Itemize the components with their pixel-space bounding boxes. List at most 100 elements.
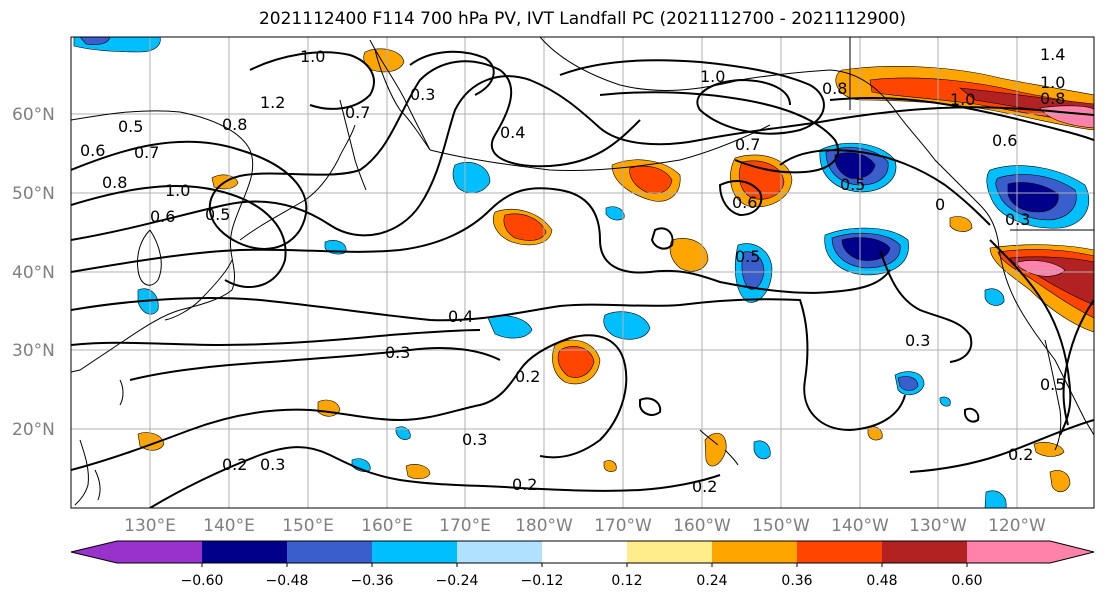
contour-label: 1.0 — [700, 67, 725, 86]
lon-label: 160°E — [361, 516, 413, 536]
pv-blob-neg — [841, 237, 891, 261]
pv-blob-neg — [753, 440, 771, 460]
contour-label: 0.8 — [1040, 89, 1065, 108]
colorbar-tick: −0.24 — [436, 573, 479, 589]
pv-blob-neg — [605, 206, 625, 221]
contour-label: 0.2 — [515, 367, 540, 386]
pv-blob-pos — [867, 426, 883, 441]
coastlines — [71, 37, 1094, 506]
colorbar-tick: −0.36 — [351, 573, 394, 589]
contour-label: 0.5 — [118, 117, 143, 136]
map-frame — [70, 36, 1095, 509]
contour-label: 0.6 — [732, 193, 757, 212]
contour-line — [559, 59, 825, 135]
pv-blob-pos — [629, 165, 673, 194]
pv-blob-neg — [897, 376, 919, 391]
lat-label: 40°N — [12, 263, 55, 283]
pv-blob-pos — [557, 346, 595, 378]
contour-line — [599, 91, 840, 174]
pv-blob-neg — [395, 426, 411, 440]
colorbar-tick: −0.12 — [521, 573, 564, 589]
coastline-aleutians — [429, 124, 771, 172]
pv-blob-pos — [949, 216, 973, 232]
lon-label: 130°E — [124, 516, 176, 536]
colorbar-cell — [457, 541, 542, 563]
contour-label: 1.0 — [950, 90, 975, 109]
pv-blob-pos — [1049, 470, 1071, 493]
contour-line — [1062, 299, 1094, 426]
pv-blob-neg — [939, 396, 951, 407]
colorbar-outline — [70, 540, 1095, 564]
contour-label: 0.2 — [222, 455, 247, 474]
contour-line — [718, 179, 763, 217]
contour-label: 0.6 — [80, 141, 105, 160]
lon-label: 150°E — [282, 516, 334, 536]
colorbar-tick: 0.60 — [951, 573, 982, 589]
coastline-sakhalin — [339, 99, 367, 191]
contour-line — [71, 60, 641, 250]
contour-line — [149, 446, 721, 508]
coastline-philippines — [74, 439, 101, 506]
colorbar-cell — [712, 541, 797, 563]
coastline-north-america — [997, 239, 1094, 436]
colorbar-cell — [967, 541, 1094, 563]
pv-blob-pos — [704, 432, 727, 467]
lon-label: 180°W — [515, 516, 573, 536]
contour-line — [989, 239, 1072, 436]
contour-line — [71, 329, 481, 347]
contour-line — [909, 419, 1094, 473]
contour-line — [71, 185, 287, 289]
lon-label: 150°W — [752, 516, 810, 536]
colorbar-cell — [372, 541, 457, 563]
colorbar-cell — [287, 541, 372, 563]
contour-line — [650, 227, 674, 250]
contour-line — [249, 51, 375, 110]
pv-blob-neg — [603, 311, 651, 340]
contour-label: 1.2 — [260, 93, 285, 112]
pv-blob-neg — [1007, 182, 1059, 213]
graticule — [71, 37, 1094, 508]
contour-label: 1.0 — [300, 47, 325, 66]
pv-blob-pos — [669, 238, 709, 272]
contour-label: 0.6 — [150, 207, 175, 226]
contour-line — [779, 149, 991, 226]
contour-label: 1.0 — [1040, 73, 1065, 92]
contour-label: 0.5 — [205, 205, 230, 224]
contour-label: 0.7 — [134, 143, 159, 162]
contour-line — [71, 334, 628, 471]
pv-blob-neg — [984, 288, 1005, 306]
contour-label: 0.8 — [822, 79, 847, 98]
lon-label: 140°E — [203, 516, 255, 536]
coastline-asia — [71, 110, 254, 373]
lat-label: 50°N — [12, 184, 55, 204]
contour-label: 1.4 — [1040, 45, 1065, 64]
coastline-hawaii — [699, 429, 739, 466]
contour-label: 1.0 — [165, 181, 190, 200]
lat-label: 60°N — [12, 105, 55, 125]
contour-label: 0.5 — [735, 247, 760, 266]
coastline-alaska — [539, 37, 999, 241]
colorbar-cell — [542, 541, 627, 563]
colorbar-tick: −0.48 — [266, 573, 309, 589]
colorbar-cell — [627, 541, 712, 563]
contour-labels: 1.0 1.2 0.8 0.5 0.6 0.7 0.8 1.0 0.6 0.5 … — [80, 45, 1065, 496]
map-panel: 1.0 1.2 0.8 0.5 0.6 0.7 0.8 1.0 0.6 0.5 … — [71, 37, 1094, 508]
pv-blob-pos — [603, 460, 617, 472]
colorbar-cell — [71, 541, 202, 563]
latitude-labels: 60°N 50°N 40°N 30°N 20°N — [12, 105, 55, 440]
coastline-korea — [137, 229, 162, 286]
contour-label: 0.2 — [1008, 445, 1033, 464]
contour-label: 0.3 — [385, 343, 410, 362]
lon-label: 170°E — [439, 516, 491, 536]
lon-label: 170°W — [594, 516, 652, 536]
colorbar-tick: 0.48 — [866, 573, 897, 589]
contour-line — [829, 96, 1094, 141]
contour-lines — [71, 50, 1094, 508]
contour-line — [71, 187, 891, 294]
contour-label: 0.5 — [1040, 375, 1065, 394]
contour-label: 0.3 — [905, 331, 930, 350]
coastline-japan — [164, 124, 356, 321]
contour-label: 0.3 — [462, 430, 487, 449]
pv-blob-neg — [984, 490, 1007, 508]
